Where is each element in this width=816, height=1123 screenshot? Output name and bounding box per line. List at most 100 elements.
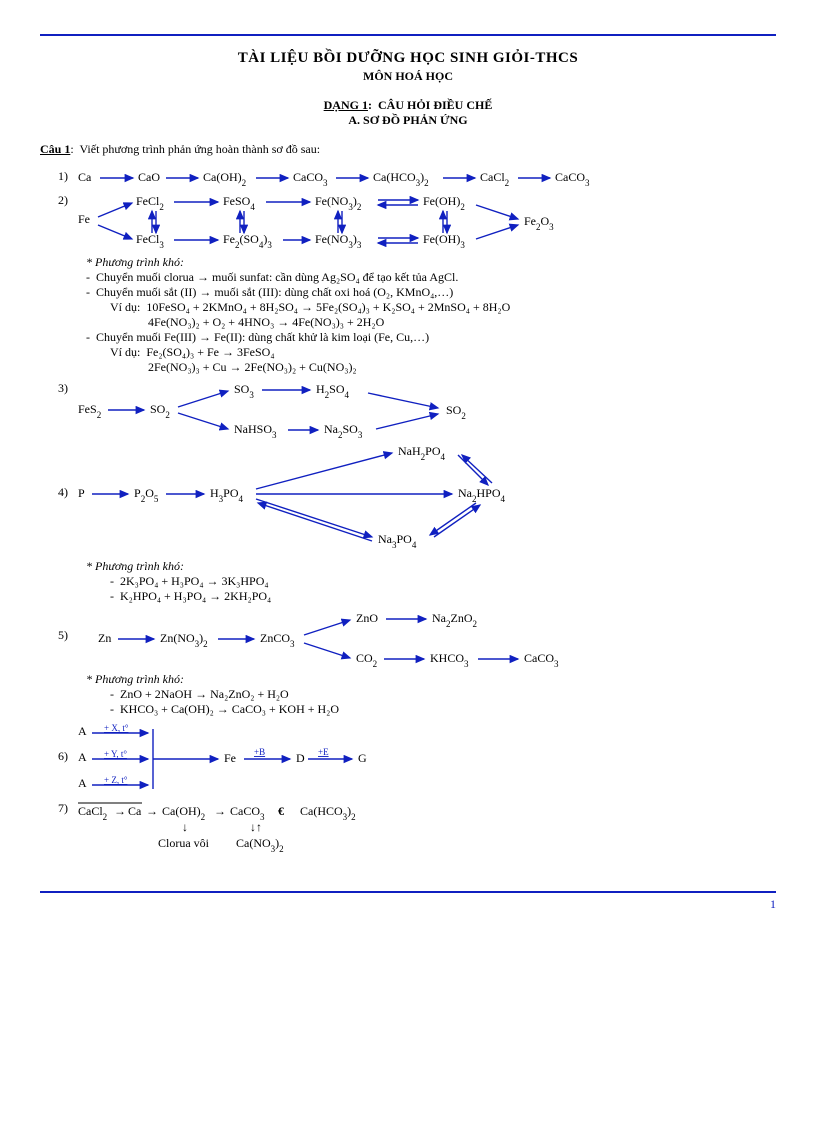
svg-text:CO2: CO2 (356, 651, 377, 669)
hard4-l1-text: 2K₃PO₄ + H₃PO₄ → 3K₃HPO₄ (120, 574, 269, 588)
svg-text:→: → (146, 804, 158, 818)
hard4-l2: - K₂HPO₄ + H₃PO₄ → 2KH₂PO₄ (40, 589, 776, 604)
svg-text:Na2HPO4: Na2HPO4 (458, 486, 506, 504)
hard2-l2: - Chuyển muối sắt (II) → muối sắt (III):… (40, 285, 776, 300)
svg-text:Fe(OH)2: Fe(OH)2 (423, 194, 465, 212)
item-num-1: 1) (40, 169, 78, 184)
item-5: 5) Zn Zn(NO3)2 ZnCO3 ZnO Na2ZnO2 CO2 KHC… (40, 610, 776, 670)
scheme4-svg: P P2O5 H3PO4 NaH2PO4 Na2HPO4 Na3PO4 (78, 443, 638, 553)
item-num-5: 5) (40, 610, 78, 643)
svg-text:FeS2: FeS2 (78, 402, 101, 420)
hard2-l3-label: Ví dụ: (110, 300, 140, 314)
svg-text:Na2ZnO2: Na2ZnO2 (432, 611, 477, 629)
svg-text:CaCO3: CaCO3 (293, 170, 328, 188)
svg-text:A: A (78, 724, 87, 738)
svg-text:Fe(OH)3: Fe(OH)3 (423, 232, 465, 250)
hard2-l1-text: Chuyển muối clorua → muối sunfat: cần dù… (96, 270, 458, 284)
svg-text:Na3PO4: Na3PO4 (378, 532, 417, 550)
hard4-l1: - 2K₃PO₄ + H₃PO₄ → 3K₃HPO₄ (40, 574, 776, 589)
svg-text:+ Z, t°: + Z, t° (104, 775, 128, 785)
question-prompt: Viết phương trình phản ứng hoàn thành sơ… (79, 142, 320, 156)
svg-text:Fe2O3: Fe2O3 (524, 214, 554, 232)
svg-text:H3PO4: H3PO4 (210, 486, 244, 504)
svg-text:Fe: Fe (224, 751, 236, 765)
item-num-6: 6) (40, 723, 78, 764)
svg-text:CaCO3: CaCO3 (524, 651, 559, 669)
svg-text:↓↑: ↓↑ (250, 820, 262, 834)
section-sub: A. SƠ ĐỒ PHẢN ỨNG (40, 113, 776, 128)
hard4-l2-text: K₂HPO₄ + H₃PO₄ → 2KH₂PO₄ (120, 589, 271, 603)
hard2-l3: 10FeSO₄ + 2KMnO₄ + 8H₂SO₄ → 5Fe₂(SO₄)₃ +… (146, 300, 510, 314)
top-rule (40, 34, 776, 36)
svg-text:FeCl2: FeCl2 (136, 194, 164, 212)
svg-text:→: → (114, 804, 126, 818)
hard5-l2-text: KHCO₃ + Ca(OH)₂ → CaCO₃ + KOH + H₂O (120, 702, 339, 716)
item-3: 3) FeS2 SO2 SO3 H2SO4 NaHSO3 Na2SO3 SO2 (40, 381, 776, 441)
svg-text:Na2SO3: Na2SO3 (324, 422, 363, 440)
svg-text:KHCO3: KHCO3 (430, 651, 469, 669)
item-num-4: 4) (40, 443, 78, 500)
hard5-l1-text: ZnO + 2NaOH → Na₂ZnO₂ + H₂O (120, 687, 289, 701)
svg-text:H2SO4: H2SO4 (316, 382, 350, 400)
item-2: 2) Fe FeCl2 FeSO4 Fe(NO3)2 Fe(OH)2 FeCl3 (40, 193, 776, 253)
svg-text:FeSO4: FeSO4 (223, 194, 255, 212)
svg-text:Ca(NO3)2: Ca(NO3)2 (236, 836, 284, 854)
hard2-l1: - Chuyển muối clorua → muối sunfat: cần … (40, 270, 776, 285)
svg-text:P2O5: P2O5 (134, 486, 159, 504)
bottom-rule (40, 891, 776, 893)
svg-text:CaCO3: CaCO3 (555, 170, 590, 188)
hard2-l2-text: Chuyển muối sắt (II) → muối sắt (III): d… (96, 285, 453, 299)
svg-text:CaO: CaO (138, 170, 160, 184)
item-num-3: 3) (40, 381, 78, 396)
question-label: Câu 1 (40, 142, 70, 156)
svg-text:Fe2(SO4)3: Fe2(SO4)3 (223, 232, 272, 250)
svg-text:Clorua vôi: Clorua vôi (158, 836, 210, 850)
svg-text:A: A (78, 750, 87, 764)
hard5-l1: - ZnO + 2NaOH → Na₂ZnO₂ + H₂O (40, 687, 776, 702)
svg-text:Fe: Fe (78, 212, 90, 226)
svg-text:FeCl3: FeCl3 (136, 232, 164, 250)
svg-text:+B: +B (254, 747, 265, 757)
page-number: 1 (40, 897, 776, 912)
svg-text:A: A (78, 776, 87, 790)
doc-title: TÀI LIỆU BỒI DƯỠNG HỌC SINH GIỎI-THCS (40, 50, 776, 67)
svg-text:Fe(NO3)2: Fe(NO3)2 (315, 194, 361, 212)
hard2-l5: - Chuyển muối Fe(III) → Fe(II): dùng chấ… (40, 330, 776, 345)
svg-text:€: € (278, 804, 284, 818)
s1-ca: Ca (78, 170, 92, 184)
svg-text:+ X, t°: + X, t° (104, 723, 129, 733)
hard2-l5-text: Chuyển muối Fe(III) → Fe(II): dùng chất … (96, 330, 429, 344)
item-num-7: 7) (40, 801, 78, 816)
question-line: Câu 1: Viết phương trình phản ứng hoàn t… (40, 142, 776, 157)
svg-text:NaH2PO4: NaH2PO4 (398, 444, 446, 462)
svg-text:SO2: SO2 (150, 402, 170, 420)
hard2-l7: 2Fe(NO₃)₃ + Cu → 2Fe(NO₃)₂ + Cu(NO₃)₂ (40, 360, 776, 375)
svg-text:+ Y, t°: + Y, t° (104, 749, 127, 759)
svg-text:Fe(NO3)3: Fe(NO3)3 (315, 232, 362, 250)
scheme7-svg: CaCl2 → Ca → Ca(OH)2 → CaCO3 € Ca(HCO3)2… (78, 801, 638, 857)
svg-text:Ca: Ca (128, 804, 142, 818)
svg-text:CaCl2: CaCl2 (78, 804, 107, 822)
section-title-text: CÂU HỎI ĐIỀU CHẾ (378, 98, 492, 112)
svg-text:G: G (358, 751, 367, 765)
item-4: 4) P P2O5 H3PO4 NaH2PO4 Na2HPO4 Na3PO4 (40, 443, 776, 557)
hard5-l2: - KHCO₃ + Ca(OH)₂ → CaCO₃ + KOH + H₂O (40, 702, 776, 717)
svg-text:Zn: Zn (98, 631, 111, 645)
svg-text:P: P (78, 486, 85, 500)
scheme2-svg: Fe FeCl2 FeSO4 Fe(NO3)2 Fe(OH)2 FeCl3 Fe… (78, 193, 718, 249)
svg-text:SO3: SO3 (234, 382, 254, 400)
hard2-l6: Fe₂(SO₄)₃ + Fe → 3FeSO₄ (146, 345, 274, 359)
svg-text:SO2: SO2 (446, 403, 466, 421)
svg-text:→: → (214, 804, 226, 818)
svg-text:ZnO: ZnO (356, 611, 378, 625)
hard2-title: * Phương trình khó: (40, 255, 776, 270)
scheme3-svg: FeS2 SO2 SO3 H2SO4 NaHSO3 Na2SO3 SO2 (78, 381, 638, 437)
svg-text:ZnCO3: ZnCO3 (260, 631, 295, 649)
item-1: 1) Ca CaO Ca(OH)2 CaCO3 Ca(HCO3)2 CaCl2 (40, 169, 776, 191)
svg-text:Ca(HCO3)2: Ca(HCO3)2 (373, 170, 429, 188)
scheme1-svg: Ca CaO Ca(OH)2 CaCO3 Ca(HCO3)2 CaCl2 CaC… (78, 169, 718, 187)
doc-subtitle: MÔN HOÁ HỌC (40, 69, 776, 84)
item-6: 6) A A A + X, t° + Y, t° + Z, t° Fe +B D (40, 723, 776, 799)
svg-text:D: D (296, 751, 305, 765)
svg-text:CaCl2: CaCl2 (480, 170, 509, 188)
